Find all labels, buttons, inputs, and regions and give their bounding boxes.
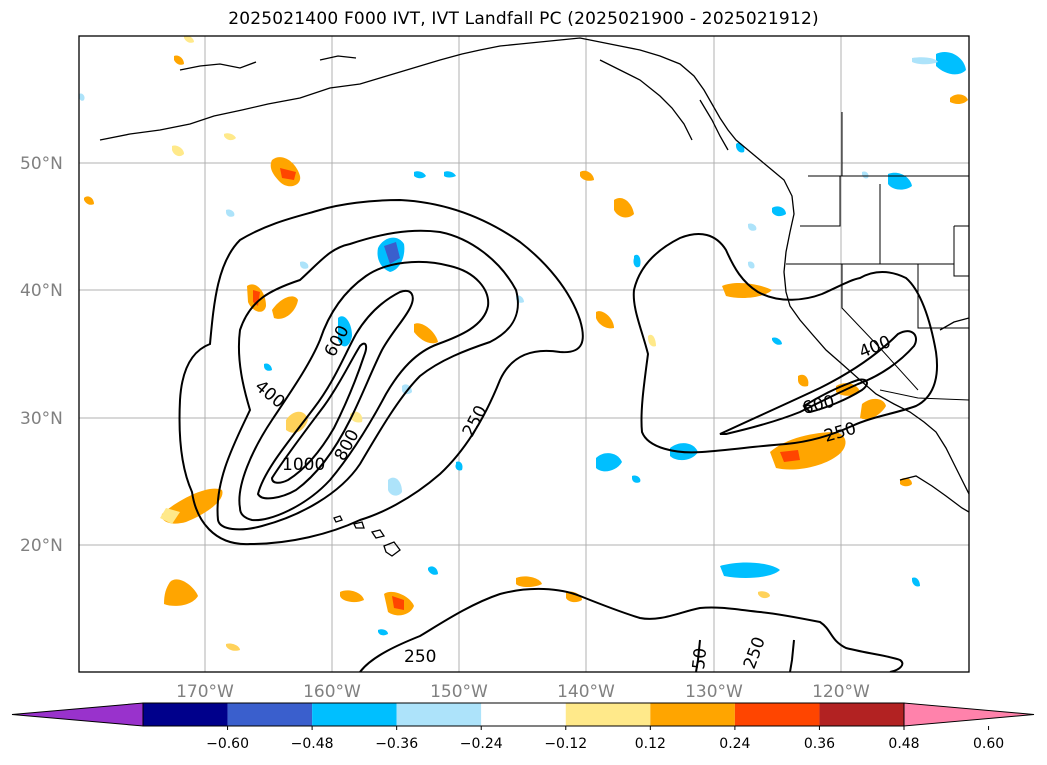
positive-pc-patches	[84, 36, 968, 651]
lon-label-170w: 170°W	[176, 682, 234, 702]
negative-pc-patches	[79, 51, 966, 636]
longitude-labels: 170°W 160°W 150°W 140°W 130°W 120°W	[176, 682, 870, 702]
colorbar-tick-label: −0.24	[460, 736, 503, 752]
pc-shading	[79, 36, 968, 651]
lon-label-150w: 150°W	[430, 682, 488, 702]
lat-label-40n: 40°N	[20, 281, 63, 301]
state-borders	[786, 112, 969, 401]
plot-title: 2025021400 F000 IVT, IVT Landfall PC (20…	[228, 9, 819, 29]
colorbar-box	[396, 703, 482, 726]
colorbar-tick-label: 0.12	[635, 736, 666, 752]
hawaiian-islands	[333, 515, 401, 557]
colorbar-tick-label: 0.48	[888, 736, 919, 752]
colorbar-box	[819, 703, 904, 726]
lon-label-130w: 130°W	[685, 682, 743, 702]
colorbar-tick-label: −0.60	[206, 736, 249, 752]
colorbar-tick-label: −0.36	[375, 736, 418, 752]
map-panel	[79, 36, 969, 672]
colorbar-outline	[142, 702, 905, 727]
contour-label-250-south: 250	[404, 647, 436, 667]
colorbar-box	[734, 703, 820, 726]
colorbar-box	[143, 703, 228, 726]
colorbar-box	[227, 703, 313, 726]
lat-label-20n: 20°N	[20, 536, 63, 556]
colorbar-box	[481, 703, 566, 726]
map-frame	[78, 35, 970, 673]
colorbar-extend-high	[903, 702, 1035, 727]
latitude-labels: 50°N 40°N 30°N 20°N	[20, 154, 63, 556]
lat-label-50n: 50°N	[20, 154, 63, 174]
coastlines	[99, 37, 969, 513]
colorbar-tick-label: 0.24	[719, 736, 750, 752]
colorbar-tick-label: 0.60	[973, 736, 1004, 752]
colorbar: −0.60 −0.48 −0.36 −0.24 −0.12 0.12 0.24 0.36 0.4…	[11, 702, 1035, 752]
colorbar-box	[565, 703, 651, 726]
lat-label-30n: 30°N	[20, 409, 63, 429]
contour-label-50: 50	[689, 647, 711, 671]
lon-label-160w: 160°W	[303, 682, 361, 702]
colorbar-tick-label: −0.48	[291, 736, 334, 752]
colorbar-tick-label: 0.36	[804, 736, 835, 752]
colorbar-box	[650, 703, 735, 726]
colorbar-tick-label: −0.12	[544, 736, 587, 752]
colorbar-extend-low	[11, 702, 144, 727]
contour-label-1000: 1000	[282, 455, 325, 475]
lon-label-140w: 140°W	[557, 682, 615, 702]
lon-label-120w: 120°W	[812, 682, 870, 702]
ivt-contours	[178, 198, 938, 672]
colorbar-box	[312, 703, 397, 726]
